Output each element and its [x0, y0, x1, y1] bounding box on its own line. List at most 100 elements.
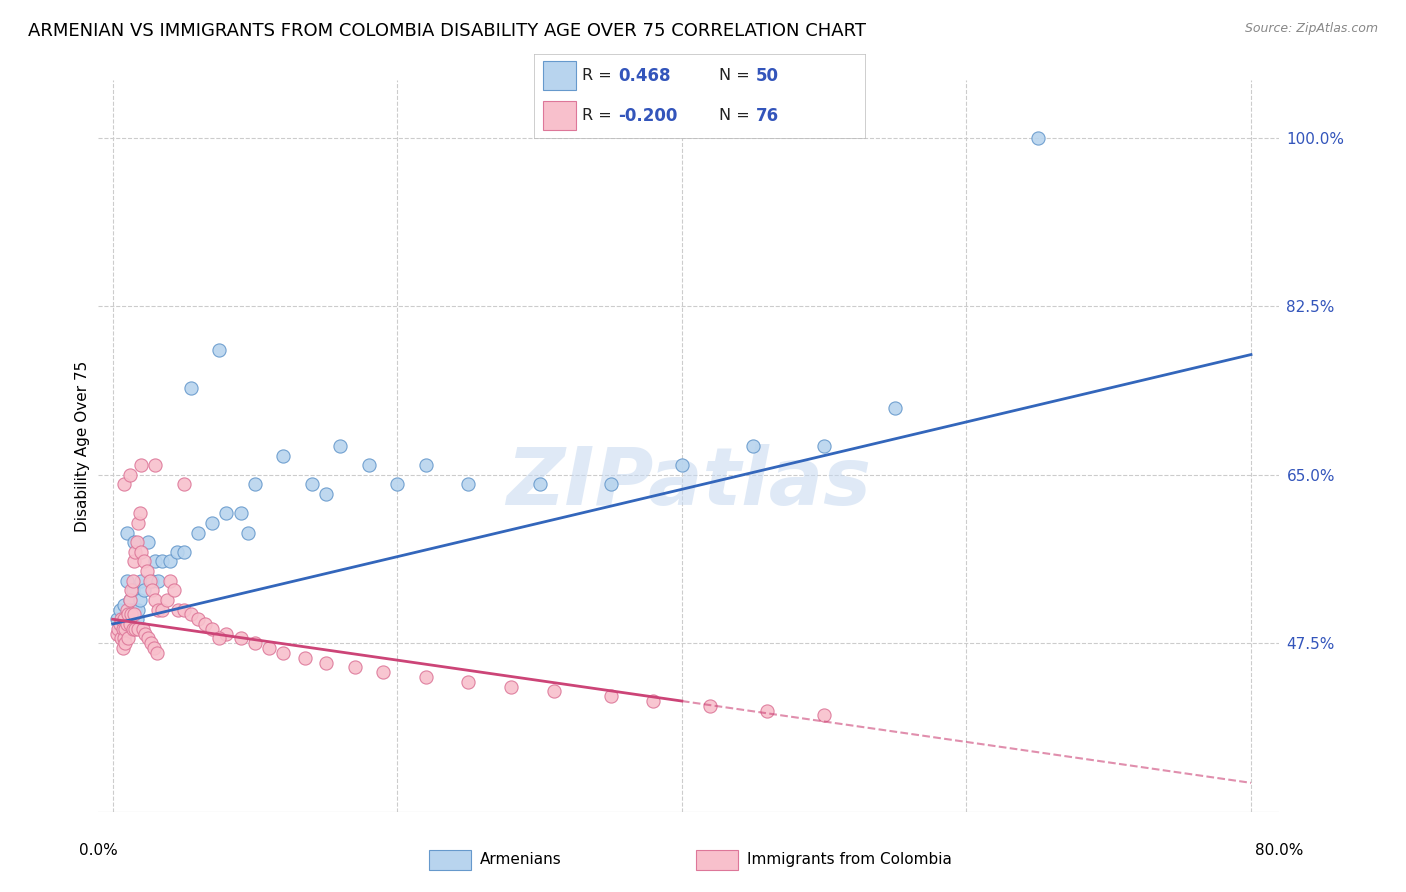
Point: [127, 602, 149, 616]
Point: [357, 458, 380, 473]
Point: [499, 680, 522, 694]
Point: [136, 632, 159, 646]
Point: [112, 632, 135, 646]
Point: [208, 632, 231, 646]
Point: [135, 564, 157, 578]
Point: [128, 507, 150, 521]
Point: [139, 636, 162, 650]
Point: [118, 593, 141, 607]
Text: -0.200: -0.200: [619, 107, 678, 125]
Point: [112, 477, 135, 491]
Text: Source: ZipAtlas.com: Source: ZipAtlas.com: [1244, 22, 1378, 36]
Point: [180, 607, 202, 622]
Point: [742, 439, 765, 453]
Text: ZIPatlas: ZIPatlas: [506, 443, 872, 522]
Point: [117, 632, 139, 646]
Point: [110, 632, 132, 646]
Text: R =: R =: [582, 108, 617, 123]
Point: [127, 622, 149, 636]
Point: [132, 583, 155, 598]
Point: [371, 665, 394, 680]
Point: [121, 583, 143, 598]
Point: [273, 449, 295, 463]
Point: [115, 602, 138, 616]
Point: [457, 477, 479, 491]
Point: [163, 583, 186, 598]
Point: [142, 641, 165, 656]
Text: 0.0%: 0.0%: [79, 843, 118, 858]
Point: [756, 704, 779, 718]
Point: [114, 622, 136, 636]
Point: [294, 650, 316, 665]
Point: [643, 694, 665, 708]
Point: [813, 439, 835, 453]
Point: [415, 458, 437, 473]
Point: [243, 477, 266, 491]
Point: [315, 487, 337, 501]
Point: [120, 602, 142, 616]
Point: [201, 516, 224, 530]
Point: [257, 641, 280, 656]
Point: [111, 641, 134, 656]
Point: [136, 535, 159, 549]
Point: [415, 670, 437, 684]
Point: [167, 602, 190, 616]
Point: [387, 477, 409, 491]
Point: [129, 458, 152, 473]
Point: [129, 574, 152, 588]
Point: [118, 593, 141, 607]
Point: [115, 574, 138, 588]
Point: [107, 622, 129, 636]
Point: [141, 583, 163, 598]
Point: [315, 656, 337, 670]
Point: [108, 602, 131, 616]
Point: [112, 598, 135, 612]
Point: [122, 554, 145, 568]
Point: [173, 545, 195, 559]
Point: [543, 684, 565, 698]
Point: [105, 626, 128, 640]
Text: Armenians: Armenians: [479, 853, 561, 867]
Point: [112, 612, 135, 626]
Point: [215, 507, 238, 521]
Point: [110, 622, 132, 636]
Point: [122, 535, 145, 549]
Point: [529, 477, 551, 491]
Point: [129, 545, 152, 559]
Point: [117, 607, 139, 622]
Text: Immigrants from Colombia: Immigrants from Colombia: [747, 853, 952, 867]
Text: 76: 76: [755, 107, 779, 125]
Point: [115, 617, 138, 632]
Point: [111, 612, 134, 626]
Text: N =: N =: [720, 69, 755, 84]
Point: [813, 708, 835, 723]
Point: [148, 602, 170, 616]
Text: R =: R =: [582, 69, 617, 84]
Point: [115, 525, 138, 540]
Point: [124, 622, 146, 636]
Point: [118, 467, 141, 482]
Point: [125, 612, 148, 626]
Point: [124, 545, 146, 559]
Bar: [543, 101, 575, 130]
Point: [884, 401, 907, 415]
Point: [173, 602, 195, 616]
Point: [187, 612, 209, 626]
Point: [132, 554, 155, 568]
Point: [173, 477, 195, 491]
Point: [187, 525, 209, 540]
Bar: [543, 62, 575, 90]
Point: [121, 574, 143, 588]
Point: [120, 607, 142, 622]
Text: 80.0%: 80.0%: [1256, 843, 1303, 858]
Point: [273, 646, 295, 660]
Point: [148, 574, 170, 588]
Point: [127, 516, 149, 530]
Point: [128, 593, 150, 607]
Point: [122, 607, 145, 622]
Point: [143, 593, 166, 607]
Point: [194, 617, 217, 632]
Point: [124, 602, 146, 616]
Point: [138, 574, 160, 588]
Point: [699, 698, 721, 713]
